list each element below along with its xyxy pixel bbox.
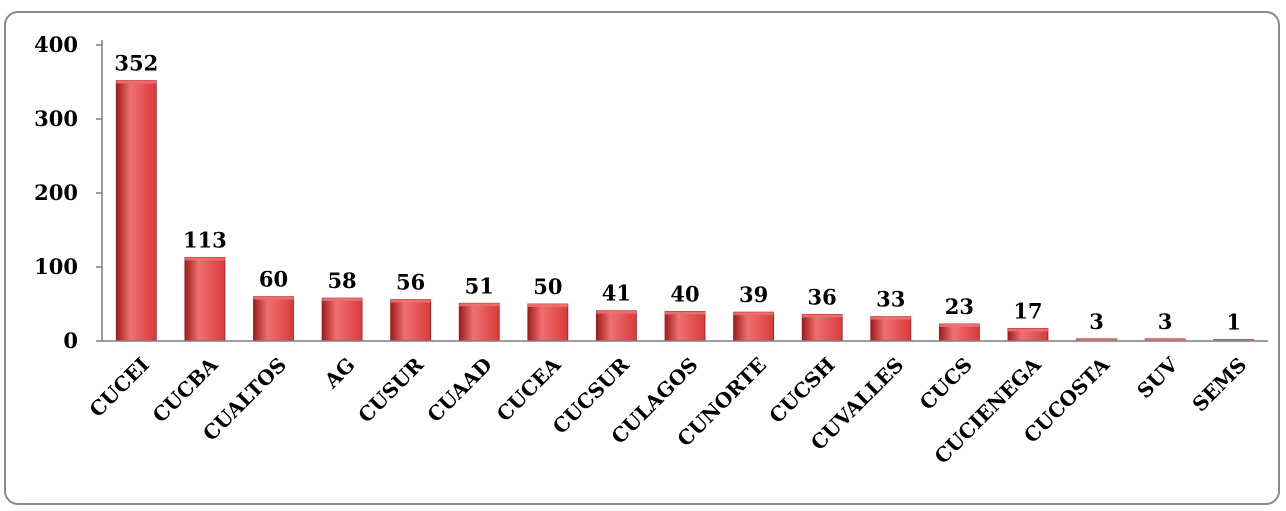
bar-cap [184,257,225,261]
bar-cap [1076,338,1117,341]
data-label-ag: 58 [327,268,356,293]
x-tick-label-suv: SUV [1132,352,1183,403]
y-tick-label: 300 [34,106,78,131]
data-label-cuvalles: 33 [876,287,905,312]
bar-cuvalles [870,316,912,342]
bar-cap [733,312,774,316]
bar-cap [459,303,500,307]
bar-culagos [664,310,706,342]
data-label-cuaad: 51 [465,273,494,298]
x-tick-label-cuaad: CUAAD [422,353,496,427]
y-tick-label: 200 [34,180,78,205]
bar-cucba [184,256,226,342]
y-tick-label: 100 [34,254,78,279]
bar-cap [390,299,431,303]
bar-cucsh [801,313,843,342]
data-label-cucsh: 36 [808,284,837,309]
bar-cap [1145,338,1186,341]
bar-cucea [527,303,569,342]
bar-cualtos [253,296,294,342]
bar-cap [116,80,157,84]
bar-cap [253,296,294,300]
x-tick-label-cucs: CUCS [915,353,977,415]
bar-cap [596,310,637,314]
bar-cap [1007,328,1048,332]
bar-ag [321,297,363,342]
data-label-suv: 3 [1158,309,1173,334]
data-label-cucs: 23 [945,294,974,319]
data-label-cucienega: 17 [1013,298,1042,323]
bar-cap [527,304,568,307]
bar-cap [939,323,980,327]
x-tick-label-cusur: CUSUR [353,352,428,427]
data-label-cualtos: 60 [259,267,288,292]
bar-cucei [115,80,157,342]
data-label-cucea: 50 [533,274,562,299]
data-label-culagos: 40 [670,281,699,306]
bar-cusur [390,299,432,342]
data-label-cucba: 113 [183,227,227,252]
bar-cap [665,311,705,315]
x-tick-label-ag: AG [319,353,360,394]
bar-cunorte [733,311,774,342]
y-tick-label: 0 [63,328,78,353]
data-label-cusur: 56 [396,270,425,295]
x-tick-label-sems: SEMS [1187,353,1251,417]
bar-cap [802,314,843,318]
bar-cap [322,298,363,302]
y-tick-label: 400 [34,32,78,57]
x-tick-label-cucei: CUCEI [85,353,154,422]
bar-cucsur [596,310,637,342]
data-label-cucsur: 41 [602,281,631,306]
data-label-cunorte: 39 [739,282,768,307]
bar-cap [870,316,911,320]
y-axis: 0 100 200 300 400 [34,32,103,353]
data-label-cucosta: 3 [1089,309,1104,334]
bar-cuaad [458,302,500,342]
data-label-cucei: 352 [114,51,158,76]
data-label-sems: 1 [1226,310,1241,335]
